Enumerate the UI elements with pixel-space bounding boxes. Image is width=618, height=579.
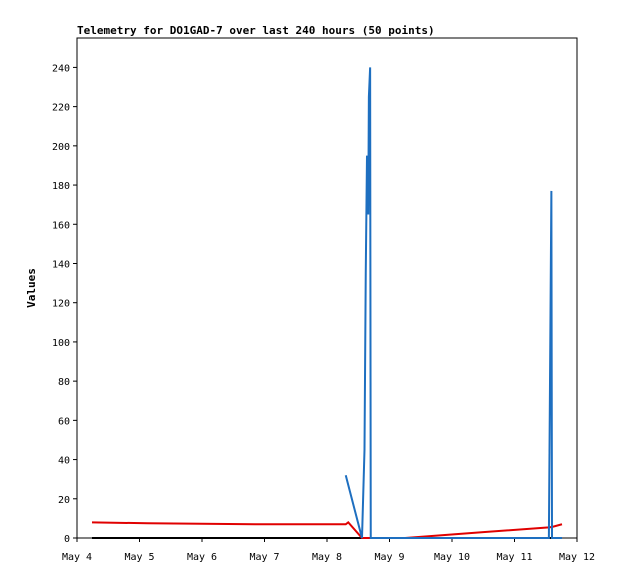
y-tick-label: 100 <box>52 338 70 349</box>
x-tick-label: May 9 <box>374 552 404 563</box>
y-tick-label: 120 <box>52 299 70 310</box>
y-tick-label: 140 <box>52 259 70 270</box>
x-tick-label: May 6 <box>187 552 217 563</box>
y-tick-label: 80 <box>58 377 70 388</box>
plot-frame <box>76 37 578 539</box>
y-axis-label: Values <box>25 268 38 308</box>
y-tick-label: 20 <box>58 495 70 506</box>
x-tick-label: May 10 <box>434 552 470 563</box>
x-tick-label: May 12 <box>559 552 595 563</box>
y-tick-label: 220 <box>52 103 70 114</box>
x-tick-label: May 8 <box>312 552 342 563</box>
x-tick-label: May 11 <box>496 552 532 563</box>
x-tick-label: May 5 <box>124 552 154 563</box>
y-tick-label: 40 <box>58 456 70 467</box>
y-tick-label: 60 <box>58 416 70 427</box>
series-line <box>91 520 563 539</box>
y-tick-label: 200 <box>52 142 70 153</box>
x-tick-label: May 7 <box>249 552 279 563</box>
y-tick-label: 160 <box>52 220 70 231</box>
y-tick-label: 240 <box>52 63 70 74</box>
y-tick-label: 0 <box>64 534 70 545</box>
chart-title: Telemetry for DO1GAD-7 over last 240 hou… <box>77 24 435 37</box>
x-tick-label: May 4 <box>62 552 92 563</box>
y-tick-label: 180 <box>52 181 70 192</box>
series-line <box>344 67 562 539</box>
